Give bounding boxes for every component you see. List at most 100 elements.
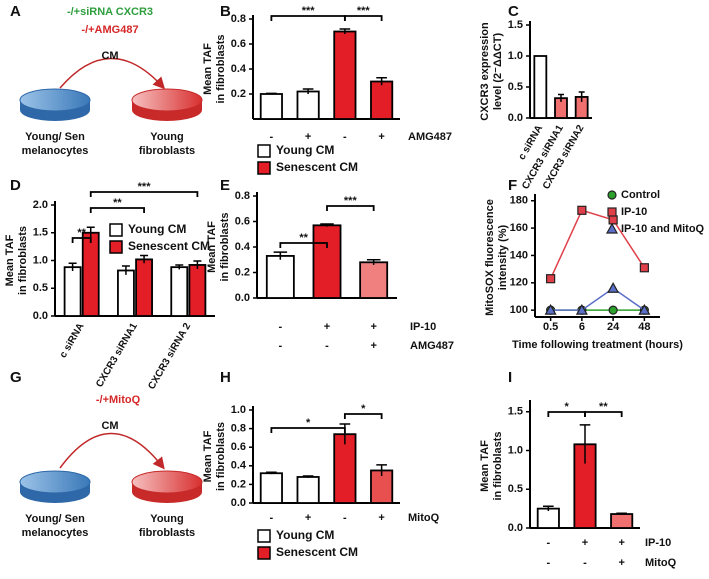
treatment-label: -/+siRNA CXCR3 <box>67 6 153 18</box>
y-tick-label: 0.6 <box>231 441 246 453</box>
y-tick-label: 0.8 <box>231 13 246 25</box>
y-axis-label: in fibroblasts <box>492 431 504 500</box>
treatment-label: -/+MitoQ <box>96 394 141 406</box>
x-tick-label: CXCR3 siRNA 2 <box>146 321 193 392</box>
bar <box>170 266 189 317</box>
legend-label: Young CM <box>276 143 334 157</box>
marker <box>607 282 620 293</box>
arrow <box>59 57 166 90</box>
legend-marker <box>605 222 619 234</box>
y-axis-label: in fibroblasts <box>215 422 227 491</box>
significance-label: *** <box>138 181 152 193</box>
y-axis-label: CXCR3 expression <box>479 22 491 121</box>
marker <box>639 263 649 273</box>
bar <box>333 433 357 504</box>
significance-label: * <box>306 417 311 429</box>
treatment-name: AMG487 <box>410 340 454 352</box>
y-tick-label: 0.0 <box>508 522 523 534</box>
marker <box>608 215 618 225</box>
y-tick-label: 100 <box>510 304 528 316</box>
legend-label: Young CM <box>276 528 334 542</box>
bar <box>259 472 283 504</box>
error-bar <box>558 93 564 102</box>
bar <box>370 80 394 120</box>
legend-label: IP-10 <box>621 206 647 218</box>
y-tick-label: 0.2 <box>231 478 246 490</box>
treatment-name: IP-10 <box>645 537 671 549</box>
marker <box>575 303 588 315</box>
error-bar <box>339 28 351 34</box>
significance-bracket <box>343 413 383 419</box>
y-tick-label: 160 <box>510 222 528 234</box>
panel-label: E <box>220 177 230 194</box>
significance-label: ** <box>113 197 122 209</box>
treatment-sign: - <box>583 557 587 569</box>
error-bar <box>376 464 387 477</box>
error-bar <box>121 265 130 275</box>
x-tick-label: c siRNA <box>58 321 87 360</box>
y-axis-label: intensity (%) <box>497 224 509 290</box>
line <box>550 287 645 311</box>
error-bar <box>193 260 202 269</box>
y-tick-label: 1.0 <box>231 404 246 416</box>
treatment-name: IP-10 <box>410 321 436 333</box>
treatment-sign: - <box>270 131 274 143</box>
y-axis-label: MitoSOX fluorescence <box>484 199 496 316</box>
error-bar <box>320 223 334 227</box>
significance-bracket <box>71 237 92 243</box>
treatment-sign: + <box>324 321 330 333</box>
y-tick-label: 0.0 <box>231 497 246 509</box>
significance-bracket <box>343 15 383 21</box>
y-tick-label: 120 <box>510 277 528 289</box>
panel-label: G <box>10 369 22 386</box>
x-axis-label: Time following treatment (hours) <box>512 339 683 351</box>
legend-label: Young CM <box>128 222 186 236</box>
y-tick-label: 0.2 <box>235 266 250 278</box>
dish <box>131 88 203 112</box>
marker <box>608 305 618 315</box>
y-tick-label: 2.0 <box>33 199 48 211</box>
significance-label: ** <box>299 232 308 244</box>
y-axis-label: Mean TAF <box>202 43 214 95</box>
legend-marker <box>607 190 617 200</box>
treatment-label: -/+AMG487 <box>81 24 138 36</box>
significance-bracket <box>326 205 375 211</box>
dish-label: Young/ Sen <box>25 513 85 525</box>
y-tick-label: 1.5 <box>508 406 523 418</box>
line <box>549 209 646 280</box>
y-tick-label: 1.5 <box>508 19 523 31</box>
treatment-sign: + <box>305 131 311 143</box>
error-bar <box>266 471 277 475</box>
significance-label: *** <box>344 195 358 207</box>
significance-label: *** <box>357 5 371 17</box>
y-axis-label: Mean TAF <box>202 430 214 482</box>
treatment-name: MitoQ <box>408 512 440 524</box>
legend-label: Control <box>621 189 660 201</box>
dish <box>19 88 91 112</box>
y-tick-label: 0.8 <box>231 423 246 435</box>
treatment-sign: - <box>325 340 329 352</box>
significance-label: *** <box>302 5 316 17</box>
x-tick-label: 6 <box>579 321 585 333</box>
legend-swatch <box>109 240 123 254</box>
treatment-sign: - <box>546 557 550 569</box>
error-bar <box>616 512 627 515</box>
error-bar <box>140 254 149 264</box>
bar <box>359 261 389 299</box>
treatment-sign: + <box>378 131 384 143</box>
x-tick-label: 48 <box>638 321 650 333</box>
y-tick-label: 0.8 <box>235 190 250 202</box>
bar <box>610 513 634 529</box>
treatment-name: MitoQ <box>645 557 677 569</box>
bar <box>81 231 100 317</box>
treatment-sign: + <box>370 321 376 333</box>
marker <box>546 274 556 284</box>
panel-label: C <box>508 3 519 20</box>
legend-swatch <box>257 546 271 560</box>
y-tick-label: 0.0 <box>508 112 523 124</box>
y-tick-label: 0.6 <box>235 215 250 227</box>
dish <box>131 470 203 494</box>
dish-label: melanocytes <box>22 527 89 539</box>
legend-swatch <box>257 529 271 543</box>
significance-bracket <box>584 411 623 417</box>
